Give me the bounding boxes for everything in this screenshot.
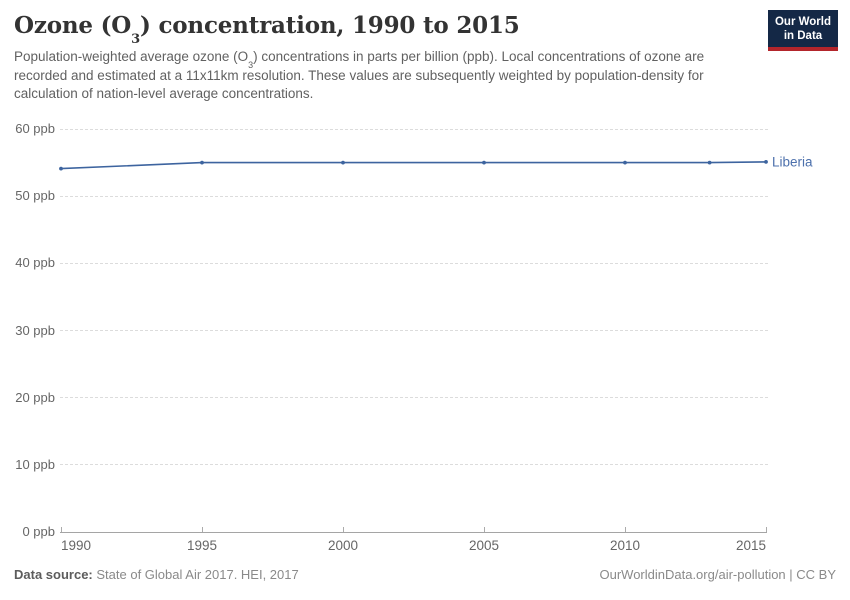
chart-title-text-end: ) concentration, 1990 to 2015 <box>139 12 520 39</box>
x-axis-label: 2000 <box>327 538 359 553</box>
chart-subtitle-text: Population-weighted average ozone (O <box>14 49 249 64</box>
series-line[interactable] <box>60 161 767 170</box>
chart-subtitle: Population-weighted average ozone (O3) c… <box>14 48 726 104</box>
chart-title: Ozone (O3) concentration, 1990 to 2015 <box>14 12 754 46</box>
gridline <box>60 262 768 264</box>
gridline <box>60 464 768 466</box>
chart-footer: Data source: State of Global Air 2017. H… <box>14 567 836 582</box>
data-source-label: Data source: <box>14 567 93 582</box>
data-point[interactable] <box>707 160 712 165</box>
x-axis-tick <box>201 527 203 532</box>
x-axis-tick <box>765 527 767 532</box>
data-point[interactable] <box>200 160 204 165</box>
chart-title-subscript: 3 <box>131 31 140 47</box>
x-axis-label: 1995 <box>186 538 218 553</box>
y-axis-label: 60 ppb <box>15 121 55 136</box>
data-point[interactable] <box>341 160 345 165</box>
owid-logo[interactable]: Our World in Data <box>768 10 838 51</box>
x-axis-label: 1990 <box>61 538 92 553</box>
credit-link[interactable]: OurWorldinData.org/air-pollution | CC BY <box>599 567 836 582</box>
chart-title-text: Ozone (O <box>14 12 132 39</box>
data-point[interactable] <box>623 160 627 165</box>
data-point[interactable] <box>764 160 768 164</box>
y-axis-label: 20 ppb <box>15 389 55 405</box>
data-source-value: State of Global Air 2017. HEI, 2017 <box>96 567 299 582</box>
chart-subtitle-text-end: ) concentrations in parts per billion (p… <box>14 49 705 101</box>
owid-logo-line1: Our World <box>774 16 831 28</box>
x-axis-tick <box>60 527 62 532</box>
x-axis-label: 2005 <box>468 538 500 553</box>
x-axis-line <box>60 531 767 533</box>
y-axis-label: 50 ppb <box>15 188 55 204</box>
chart-subtitle-subscript: 3 <box>248 59 254 70</box>
gridline <box>60 195 768 197</box>
x-axis-tick <box>624 527 626 532</box>
y-axis-label: 40 ppb <box>15 255 55 271</box>
data-source: Data source: State of Global Air 2017. H… <box>14 567 299 582</box>
gridline <box>60 397 768 399</box>
owid-logo-line2: in Data <box>783 30 823 42</box>
x-axis-label: 2010 <box>609 538 641 553</box>
x-axis-label: 2015 <box>735 538 766 553</box>
data-point[interactable] <box>59 166 63 171</box>
x-axis-tick <box>342 527 344 532</box>
x-axis-tick <box>483 527 485 532</box>
series-label[interactable]: Liberia <box>772 154 813 169</box>
chart-header: Ozone (O3) concentration, 1990 to 2015 P… <box>14 12 754 104</box>
y-axis-label: 30 ppb <box>15 322 55 338</box>
gridline <box>60 128 768 130</box>
gridline <box>60 330 768 331</box>
y-axis-label: 10 ppb <box>15 456 55 472</box>
data-point[interactable] <box>482 160 486 165</box>
y-axis-label: 0 ppb <box>22 524 55 539</box>
